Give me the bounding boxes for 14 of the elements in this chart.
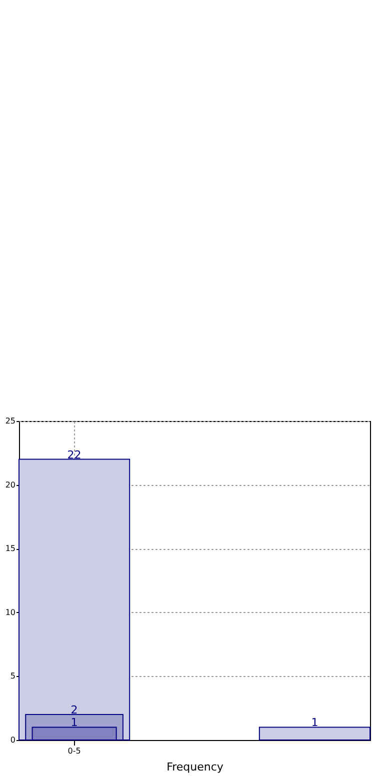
x-tick-label: 0-5 (68, 746, 81, 756)
bar (258, 726, 370, 740)
y-tick-label: 5 (10, 672, 16, 681)
y-tick-label: 10 (5, 608, 16, 617)
y-tick-label: 15 (5, 544, 16, 554)
data-label: 22 (67, 448, 82, 462)
data-label: 1 (311, 716, 318, 730)
data-label: 2 (70, 703, 78, 716)
y-tick-label: 25 (5, 416, 16, 426)
x-axis-title: Frequency (166, 760, 224, 774)
data-label: 1 (70, 716, 78, 730)
bar (18, 458, 130, 740)
y-tick-label: 0 (10, 736, 16, 744)
y-tick-label: 20 (5, 480, 16, 490)
